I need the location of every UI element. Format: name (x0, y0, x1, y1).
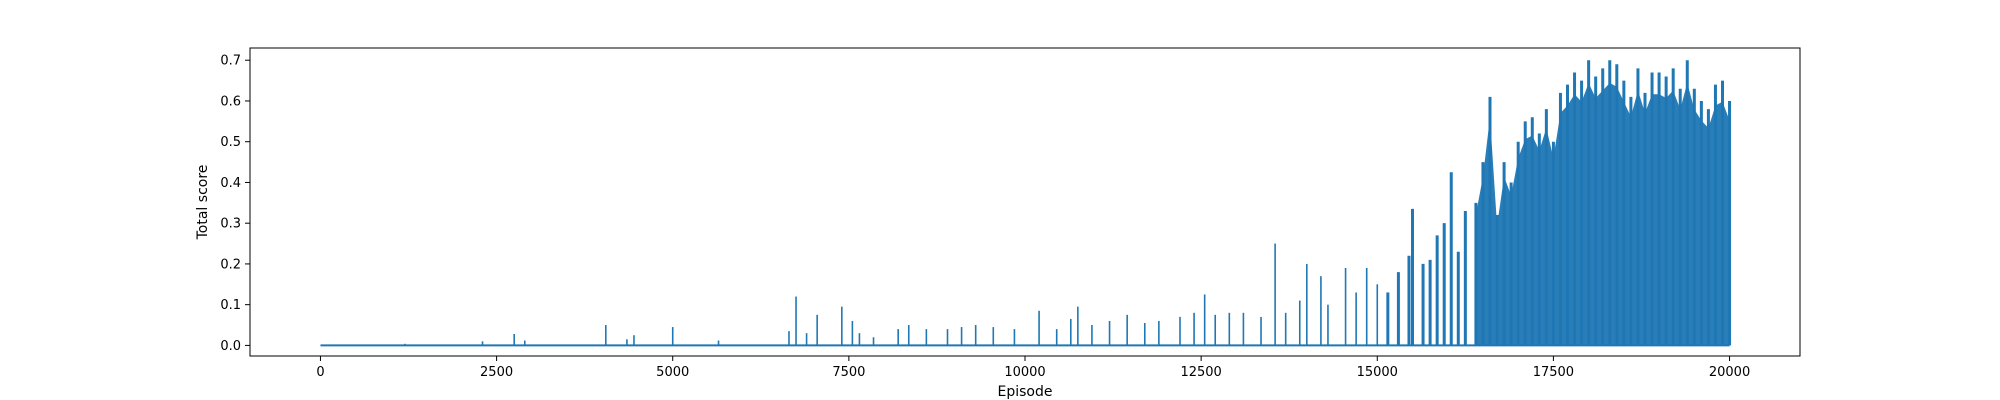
x-tick-label: 10000 (1004, 365, 1045, 380)
y-tick-label: 0.5 (220, 135, 241, 150)
x-tick-label: 15000 (1357, 365, 1398, 380)
x-tick-label: 0 (316, 365, 324, 380)
plot-area (320, 60, 1732, 347)
x-tick-label: 17500 (1533, 365, 1574, 380)
y-tick-label: 0.1 (220, 298, 241, 313)
x-axis: 0 2500 5000 7500 10000 12500 15000 17500 20000 (316, 356, 1750, 380)
x-tick-label: 12500 (1180, 365, 1221, 380)
x-tick-label: 2500 (480, 365, 513, 380)
x-tick-label: 20000 (1709, 365, 1750, 380)
x-tick-label: 5000 (656, 365, 689, 380)
x-tick-label: 7500 (832, 365, 865, 380)
y-tick-label: 0.3 (220, 217, 241, 232)
y-axis: 0.0 0.1 0.2 0.3 0.4 0.5 0.6 0.7 (220, 54, 250, 354)
y-tick-label: 0.7 (220, 54, 241, 69)
y-axis-label: Total score (195, 165, 211, 241)
y-tick-label: 0.6 (220, 94, 241, 109)
x-axis-label: Episode (998, 384, 1053, 400)
y-tick-label: 0.4 (220, 176, 241, 191)
y-tick-label: 0.0 (220, 339, 241, 354)
y-tick-label: 0.2 (220, 257, 241, 272)
series-dense-band (1475, 83, 1730, 346)
